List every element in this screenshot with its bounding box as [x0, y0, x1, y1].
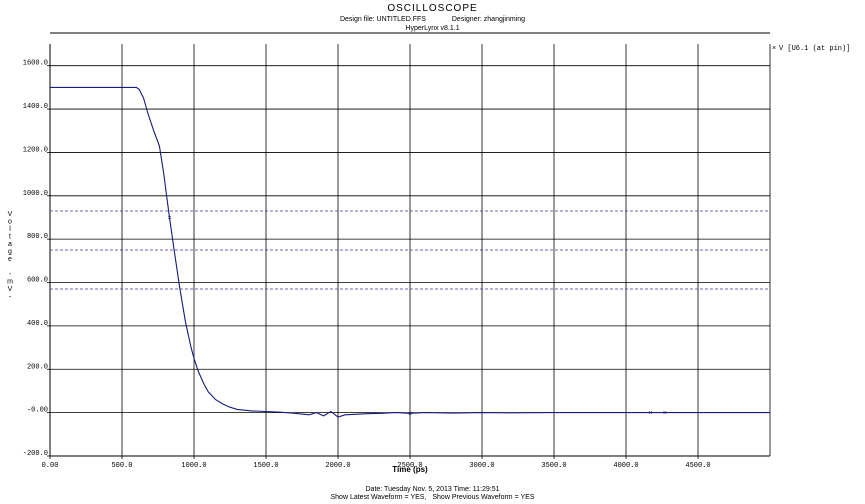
- x-tick-label: 500.0: [111, 462, 132, 470]
- series-line-0: [50, 86, 770, 418]
- y-axis-label-char: t: [9, 234, 11, 241]
- version-label: HyperLynx v8.1.1: [405, 25, 460, 32]
- y-axis-label-char: V: [8, 286, 13, 293]
- designer-label: Designer: zhangjinming: [451, 16, 526, 23]
- legend-entry: V [U6.1 (at pin)]: [779, 45, 850, 53]
- x-tick-label: 1500.0: [253, 462, 278, 470]
- x-tick-label: 1000.0: [181, 462, 206, 470]
- y-tick-label: 1400.0: [23, 103, 48, 111]
- y-tick-label: 1000.0: [23, 190, 48, 198]
- y-tick-label: 1600.0: [23, 60, 48, 68]
- show-previous-label: Show Previous Waveform = YES: [432, 494, 535, 501]
- legend-marker: ×: [772, 45, 776, 53]
- x-tick-label: 3000.0: [469, 462, 494, 470]
- series-marker: ×: [408, 411, 412, 418]
- x-tick-label: 2000.0: [325, 462, 350, 470]
- chart-title: OSCILLOSCOPE: [387, 3, 478, 14]
- y-axis-label-char: g: [8, 249, 12, 256]
- waveform-options: Show Latest Waveform = YES, Show Previou…: [0, 494, 865, 501]
- x-axis-label: Time (ps): [392, 465, 428, 474]
- y-tick-label: 200.0: [27, 363, 48, 371]
- y-axis-label-char: o: [8, 219, 12, 226]
- y-axis-label-char: V: [8, 211, 13, 218]
- y-axis-label-char: l: [9, 226, 11, 233]
- y-axis-label-char: -: [9, 271, 12, 278]
- x-tick-label: 4000.0: [613, 462, 638, 470]
- series-marker: ×: [167, 215, 171, 222]
- y-axis-label-char: a: [8, 241, 12, 248]
- design-info: Design file: UNTITLED.FFS Designer: zhan…: [0, 16, 865, 23]
- series-marker: ×: [648, 410, 652, 417]
- x-axis-ticks: 0.00 500.0 1000.0 1500.0 2000.0 2500.0 3000.0 3…: [42, 456, 711, 470]
- y-axis-label-char: e: [8, 256, 12, 263]
- x-tick-label: 4500.0: [685, 462, 710, 470]
- y-tick-label: 1200.0: [23, 146, 48, 154]
- legend: × V [U6.1 (at pin)]: [772, 45, 850, 53]
- y-tick-label: 400.0: [27, 320, 48, 328]
- reference-levels: [50, 210, 770, 290]
- design-file-label: Design file: UNTITLED.FFS: [339, 16, 426, 23]
- series-layer: × × × ×: [50, 86, 770, 418]
- y-axis-label-char: m: [7, 279, 13, 286]
- grid: [49, 44, 771, 457]
- x-tick-label: 3500.0: [541, 462, 566, 470]
- show-latest-label: Show Latest Waveform = YES,: [330, 494, 427, 501]
- y-tick-label: 600.0: [27, 277, 48, 285]
- y-tick-label: 800.0: [27, 233, 48, 241]
- y-tick-label: -200.0: [23, 450, 48, 458]
- y-axis-label-char: -: [9, 294, 12, 301]
- y-axis-ticks: -200.0 -0.00 200.0 400.0 600.0 800.0 1000.0 120…: [23, 60, 50, 458]
- x-tick-label: 0.00: [42, 462, 59, 470]
- y-tick-label: -0.00: [27, 407, 48, 415]
- x-tick-label: 2500.0: [397, 462, 422, 470]
- series-marker: ×: [663, 410, 667, 417]
- date-time-label: Date: Tuesday Nov. 5, 2013 Time: 11:29:5…: [365, 486, 500, 493]
